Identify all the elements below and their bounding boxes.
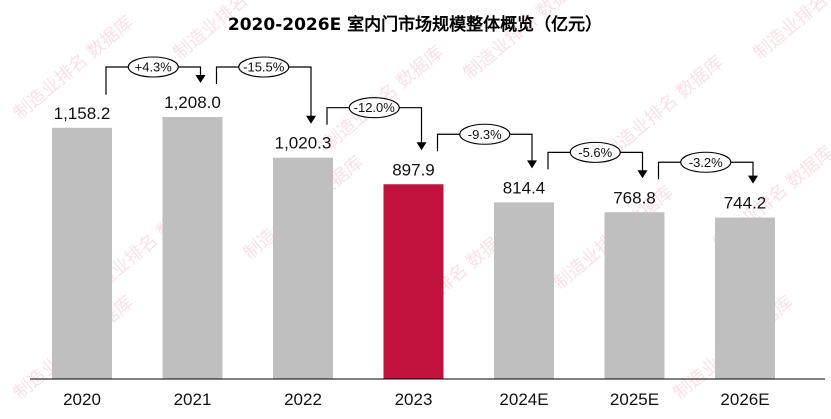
bar-2021 bbox=[162, 117, 223, 379]
growth-label: -3.2% bbox=[689, 155, 723, 170]
value-label-2021: 1,208.0 bbox=[164, 93, 221, 112]
watermark-text: 制造业排名 数据库 bbox=[750, 0, 831, 63]
value-label-2024E: 814.4 bbox=[503, 178, 546, 197]
bar-2024E bbox=[494, 202, 554, 379]
watermark-text: 制造业排名 数据库 bbox=[320, 42, 447, 153]
growth-connector-4: -9.3% bbox=[436, 123, 537, 169]
chart-title: 2020-2026E 室内门市场规模整体概览（亿元） bbox=[228, 14, 602, 35]
growth-connectors: +4.3% -15.5% -12.0% -9.3% -5.6% -3.2% bbox=[105, 56, 758, 184]
bar-2025E bbox=[604, 212, 665, 379]
watermark-text: 制造业排名 数据库 bbox=[600, 52, 727, 163]
growth-label: -9.3% bbox=[468, 127, 502, 142]
growth-bubble bbox=[680, 151, 732, 173]
x-tick-2020: 2020 bbox=[63, 390, 101, 409]
value-label-2023: 897.9 bbox=[392, 160, 435, 179]
growth-bubble bbox=[238, 56, 290, 78]
x-tick-2025E: 2025E bbox=[610, 390, 659, 409]
x-tick-2021: 2021 bbox=[174, 390, 212, 409]
bar-2023 bbox=[383, 184, 444, 379]
x-tick-2023: 2023 bbox=[395, 390, 433, 409]
growth-connector-6: -3.2% bbox=[657, 151, 758, 184]
bar-2020 bbox=[52, 127, 112, 379]
growth-connector-1: +4.3% bbox=[105, 56, 206, 95]
value-labels: 1,158.2 1,208.0 1,020.3 897.9 814.4 768.8 744.… bbox=[54, 93, 767, 213]
x-tick-2024E: 2024E bbox=[499, 390, 548, 409]
growth-label: -15.5% bbox=[243, 60, 285, 75]
bars bbox=[52, 117, 775, 379]
growth-label: -5.6% bbox=[578, 145, 612, 160]
watermark-text: 制造业排名 数据库 bbox=[460, 0, 587, 83]
growth-connector-2: -15.5% bbox=[215, 56, 316, 124]
growth-label: -12.0% bbox=[354, 100, 396, 115]
value-label-2025E: 768.8 bbox=[613, 188, 656, 207]
growth-connector-5: -5.6% bbox=[547, 141, 648, 179]
growth-bubble bbox=[569, 141, 621, 163]
growth-label: +4.3% bbox=[135, 60, 173, 75]
value-label-2020: 1,158.2 bbox=[54, 104, 111, 123]
growth-bubble bbox=[127, 56, 179, 78]
growth-bubble bbox=[459, 123, 511, 145]
x-tick-2026E: 2026E bbox=[720, 390, 769, 409]
bar-2026E bbox=[715, 217, 775, 379]
growth-bubble bbox=[348, 97, 400, 119]
growth-connector-3: -12.0% bbox=[326, 97, 427, 151]
value-label-2026E: 744.2 bbox=[724, 194, 767, 213]
x-tick-labels: 2020 2021 2022 2023 2024E 2025E 2026E bbox=[63, 390, 770, 409]
bar-2022 bbox=[273, 157, 333, 379]
value-label-2022: 1,020.3 bbox=[275, 134, 332, 153]
x-tick-2022: 2022 bbox=[284, 390, 322, 409]
